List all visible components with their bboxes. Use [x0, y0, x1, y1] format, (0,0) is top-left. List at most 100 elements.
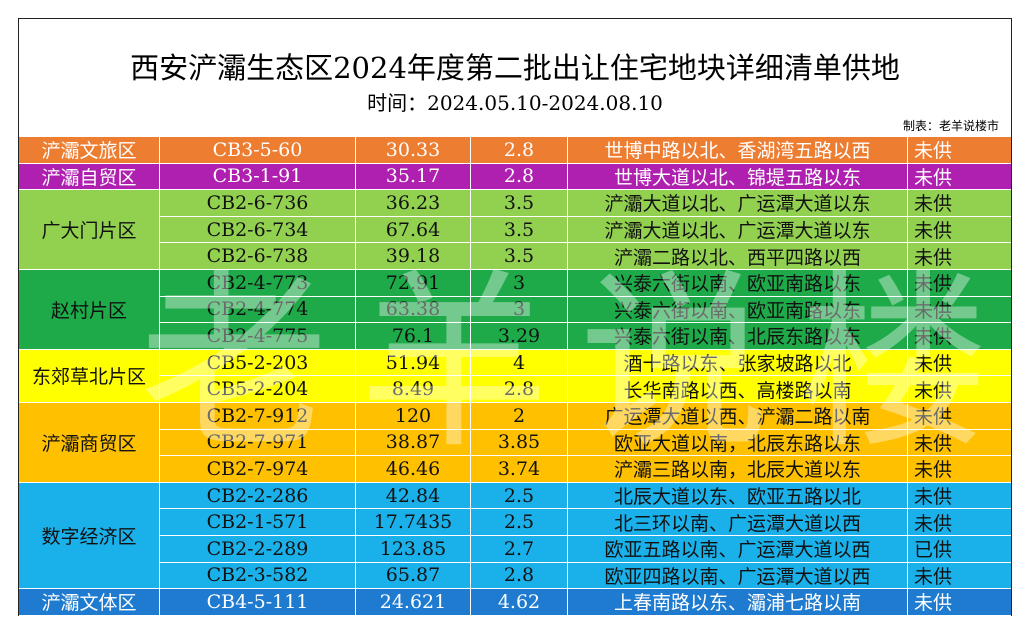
- table-row: CB5-2-203 51.94 4 酒十路以东、张家坡路以北 未供: [160, 349, 1011, 377]
- plot-ratio-cell: 3.5: [471, 216, 568, 244]
- parcel-code-cell: CB2-4-773: [160, 270, 356, 297]
- location-cell: 广运潭大道以西、浐灞二路以南: [568, 403, 908, 430]
- location-cell: 上春南路以东、灞浦七路以南: [568, 589, 908, 616]
- area-mu-cell: 30.33: [356, 137, 471, 164]
- location-cell: 北三环以南、广运潭大道以西: [568, 509, 908, 536]
- parcel-code-cell: CB2-6-736: [160, 190, 356, 217]
- table-row: CB2-7-971 38.87 3.85 欧亚大道以南，北辰东路以东 未供: [160, 429, 1011, 457]
- table-row: CB2-6-734 67.64 3.5 浐灞大道以北、广运潭大道以东 未供: [160, 216, 1011, 244]
- plot-ratio-cell: 3.5: [471, 243, 568, 270]
- parcel-code-cell: CB3-5-60: [160, 137, 356, 164]
- parcel-code-cell: CB2-2-286: [160, 482, 356, 510]
- table-row: CB2-2-289 123.85 2.7 欧亚五路以南、广运潭大道以西 已供: [160, 535, 1011, 563]
- area-group-cell: 广大门片区: [19, 190, 160, 270]
- plot-ratio-cell: 2: [471, 403, 568, 430]
- location-cell: 长华南路以西、高楼路以南: [568, 376, 908, 403]
- area-mu-cell: 51.94: [356, 349, 471, 377]
- supply-status-cell: 未供: [908, 270, 1011, 297]
- plot-ratio-cell: 2.5: [471, 482, 568, 510]
- supply-status-cell: 已供: [908, 536, 1011, 563]
- page-title: 西安浐灞生态区2024年度第二批出让住宅地块详细清单供地: [130, 51, 900, 85]
- area-mu-cell: 67.64: [356, 216, 471, 244]
- location-cell: 北辰大道以东、欧亚五路以北: [568, 482, 908, 510]
- area-mu-cell: 123.85: [356, 535, 471, 563]
- table-row: CB2-1-571 17.7435 2.5 北三环以南、广运潭大道以西 未供: [160, 509, 1011, 536]
- location-cell: 欧亚五路以南、广运潭大道以西: [568, 535, 908, 563]
- plot-ratio-cell: 4.62: [471, 589, 568, 616]
- supply-status-cell: 未供: [908, 137, 1011, 164]
- location-cell: 欧亚大道以南，北辰东路以东: [568, 429, 908, 457]
- plot-ratio-cell: 3.29: [471, 323, 568, 350]
- plot-ratio-cell: 2.8: [471, 562, 568, 590]
- area-mu-cell: 46.46: [356, 456, 471, 483]
- location-cell: 兴泰六街以南、欧亚南路以东: [568, 296, 908, 324]
- parcel-code-cell: CB4-5-111: [160, 589, 356, 616]
- area-group-cell: 浐灞文旅区: [19, 137, 160, 164]
- area-group-cell: 浐灞自贸区: [19, 163, 160, 191]
- area-group-cell: 浐灞商贸区: [19, 403, 160, 483]
- table-row: CB3-5-60 30.33 2.8 世博中路以北、香湖湾五路以西 未供: [160, 137, 1011, 164]
- supply-status-cell: 未供: [908, 297, 1011, 324]
- supply-status-cell: 未供: [908, 164, 1011, 191]
- area-mu-cell: 72.91: [356, 270, 471, 297]
- location-cell: 兴泰六街以南、欧亚南路以东: [568, 270, 908, 297]
- table-row: CB4-5-111 24.621 4.62 上春南路以东、灞浦七路以南 未供: [160, 589, 1011, 616]
- parcel-code-cell: CB2-6-734: [160, 216, 356, 244]
- supply-status-cell: 未供: [908, 350, 1011, 377]
- plot-ratio-cell: 2.8: [471, 137, 568, 164]
- table-row: CB2-7-912 120 2 广运潭大道以西、浐灞二路以南 未供: [160, 403, 1011, 430]
- table-row: CB2-3-582 65.87 2.8 欧亚四路以南、广运潭大道以西 未供: [160, 562, 1011, 590]
- area-mu-cell: 8.49: [356, 376, 471, 403]
- location-cell: 浐灞三路以南，北辰大道以东: [568, 456, 908, 483]
- supply-status-cell: 未供: [908, 217, 1011, 244]
- plot-ratio-cell: 3: [471, 296, 568, 324]
- table-sheet: 西安浐灞生态区2024年度第二批出让住宅地块详细清单供地 时间：2024.05.…: [18, 18, 1031, 616]
- table-row: CB2-2-286 42.84 2.5 北辰大道以东、欧亚五路以北 未供: [160, 482, 1011, 510]
- location-cell: 浐灞二路以北、西平四路以西: [568, 243, 908, 270]
- supply-status-cell: 未供: [908, 323, 1011, 350]
- area-mu-cell: 24.621: [356, 589, 471, 616]
- area-mu-cell: 35.17: [356, 163, 471, 191]
- parcel-code-cell: CB2-3-582: [160, 562, 356, 590]
- location-cell: 酒十路以东、张家坡路以北: [568, 349, 908, 377]
- supply-status-cell: 未供: [908, 509, 1011, 536]
- table-row: CB5-2-204 8.49 2.8 长华南路以西、高楼路以南 未供: [160, 376, 1011, 403]
- table-row: CB3-1-91 35.17 2.8 世博大道以北、锦堤五路以东 未供: [160, 163, 1011, 191]
- parcel-code-cell: CB2-7-974: [160, 456, 356, 483]
- area-mu-cell: 36.23: [356, 190, 471, 217]
- parcel-code-cell: CB2-4-775: [160, 323, 356, 350]
- table-row: CB2-7-974 46.46 3.74 浐灞三路以南，北辰大道以东 未供: [160, 456, 1011, 483]
- plot-ratio-cell: 2.8: [471, 376, 568, 403]
- plot-ratio-cell: 2.7: [471, 535, 568, 563]
- parcel-code-cell: CB2-2-289: [160, 535, 356, 563]
- area-mu-cell: 42.84: [356, 482, 471, 510]
- supply-status-cell: 未供: [908, 190, 1011, 217]
- table-row: CB2-4-775 76.1 3.29 兴泰六街以南、北辰东路以东 未供: [160, 323, 1011, 350]
- area-mu-cell: 39.18: [356, 243, 471, 270]
- location-cell: 世博大道以北、锦堤五路以东: [568, 163, 908, 191]
- parcel-code-cell: CB5-2-203: [160, 349, 356, 377]
- plot-ratio-cell: 3.74: [471, 456, 568, 483]
- area-group-cell: 浐灞文体区: [19, 589, 160, 616]
- area-mu-cell: 65.87: [356, 562, 471, 590]
- area-mu-cell: 120: [356, 403, 471, 430]
- supply-status-cell: 未供: [908, 243, 1011, 270]
- area-mu-cell: 76.1: [356, 323, 471, 350]
- parcel-code-cell: CB2-7-971: [160, 429, 356, 457]
- area-group-cell: 东郊草北片区: [19, 349, 160, 403]
- area-mu-cell: 17.7435: [356, 509, 471, 536]
- parcel-code-cell: CB5-2-204: [160, 376, 356, 403]
- location-cell: 浐灞大道以北、广运潭大道以东: [568, 190, 908, 217]
- table-row: CB2-6-736 36.23 3.5 浐灞大道以北、广运潭大道以东 未供: [160, 190, 1011, 217]
- parcel-code-cell: CB2-7-912: [160, 403, 356, 430]
- location-cell: 欧亚四路以南、广运潭大道以西: [568, 562, 908, 590]
- table-row: CB2-6-738 39.18 3.5 浐灞二路以北、西平四路以西 未供: [160, 243, 1011, 270]
- parcel-code-cell: CB2-1-571: [160, 509, 356, 536]
- table-header: 西安浐灞生态区2024年度第二批出让住宅地块详细清单供地 时间：2024.05.…: [19, 19, 1011, 138]
- parcel-code-cell: CB2-4-774: [160, 296, 356, 324]
- supply-status-cell: 未供: [908, 589, 1011, 616]
- supply-status-cell: 未供: [908, 483, 1011, 510]
- supply-status-cell: 未供: [908, 376, 1011, 403]
- area-group-cell: 赵村片区: [19, 270, 160, 350]
- plot-ratio-cell: 3: [471, 270, 568, 297]
